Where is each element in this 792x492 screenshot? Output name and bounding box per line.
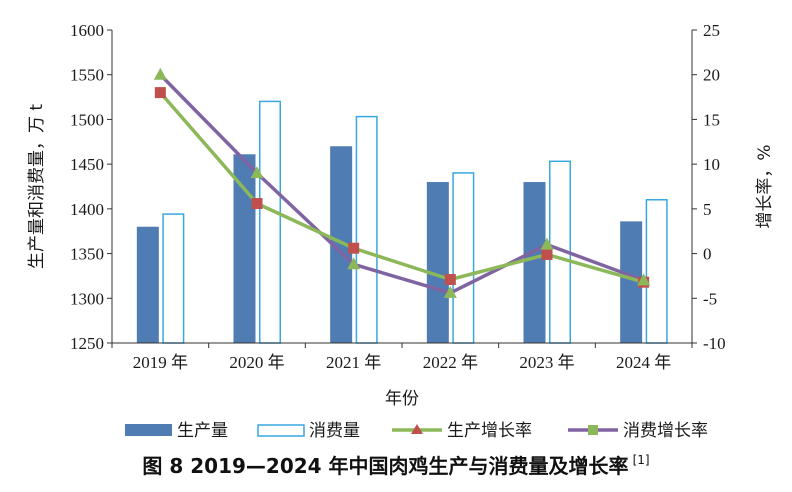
marker-production-growth-3 [348, 242, 360, 254]
y-axis-title-right: 增长率，% [755, 144, 775, 228]
bar-consumption-2 [259, 100, 281, 344]
y-tick-label-left-6: 1500 [70, 110, 104, 129]
bar-consumption-4 [452, 172, 475, 344]
marker-consumption-growth-1 [153, 67, 167, 80]
marker-production-growth-5 [541, 248, 553, 260]
y-tick-label-right-4: 5 [703, 200, 712, 219]
x-tick-label-6: 2024 年 [616, 353, 671, 372]
y-tick-label-left-1: 1250 [70, 334, 104, 353]
y-tick-label-left-8: 1600 [70, 21, 104, 40]
y-tick-label-left-4: 1400 [70, 200, 104, 219]
y-tick-label-right-7: 20 [703, 66, 720, 85]
bar-production-5 [523, 182, 546, 343]
marker-consumption-growth-2 [250, 166, 264, 179]
legend-label-consumption: 消费量 [309, 421, 360, 441]
caption-text: 图 8 2019—2024 年中国肉鸡生产与消费量及增长率 [142, 454, 629, 478]
chart: 1250 1300 1350 1400 1450 1500 1550 1600 -10 -5 0 5 1… [27, 21, 775, 441]
bar-production-2 [233, 154, 256, 343]
marker-consumption-growth-6 [637, 273, 651, 286]
legend-swatch-consumption [257, 424, 305, 437]
bar-consumption-6 [645, 199, 668, 344]
x-tick-label-2: 2020 年 [229, 353, 284, 372]
marker-consumption-growth-3 [347, 257, 361, 270]
bar-production-4 [426, 182, 449, 343]
marker-production-growth-4 [444, 274, 456, 286]
bar-production-1 [136, 226, 159, 343]
y-tick-label-right-8: 25 [703, 21, 720, 40]
legend-swatch-production [125, 424, 172, 436]
legend-label-production-growth: 生产增长率 [447, 421, 532, 441]
marker-production-growth-2 [251, 197, 263, 209]
marker-consumption-growth-5 [540, 237, 554, 250]
x-tick-label-5: 2023 年 [519, 353, 574, 372]
bar-production-6 [620, 221, 643, 343]
line-consumption-growth [159, 73, 645, 295]
y-tick-label-left-5: 1450 [70, 155, 104, 174]
x-tick-label-1: 2019 年 [133, 353, 188, 372]
y-tick-label-left-3: 1350 [70, 245, 104, 264]
legend: 生产量 消费量 生产增长率 消费增长率 [125, 421, 708, 441]
y-tick-label-right-1: -10 [703, 334, 726, 353]
x-tick-label-3: 2021 年 [326, 353, 381, 372]
line-production-growth [159, 91, 645, 284]
y-axis-title-left: 生产量和消费量，万 t [27, 104, 47, 269]
axes-layer: 1250 1300 1350 1400 1450 1500 1550 1600 -10 -5 0 5 1… [27, 21, 775, 409]
x-axis-title: 年份 [385, 389, 419, 409]
y-tick-label-right-3: 0 [703, 245, 712, 264]
figure-caption: 图 8 2019—2024 年中国肉鸡生产与消费量及增长率 [1] [0, 450, 792, 479]
legend-label-consumption-growth: 消费增长率 [623, 421, 708, 441]
y-tick-label-right-2: -5 [703, 289, 717, 308]
bar-consumption-1 [162, 213, 185, 344]
legend-marker-consumption-growth [588, 425, 598, 435]
bar-consumption-3 [355, 115, 378, 344]
bars-layer [136, 100, 668, 344]
marker-consumption-growth-4 [443, 285, 457, 298]
caption-reference: [1] [632, 453, 650, 467]
lines-layer [153, 67, 651, 298]
marker-production-growth-1 [154, 87, 166, 99]
y-tick-label-left-7: 1550 [70, 66, 104, 85]
y-tick-label-left-2: 1300 [70, 289, 104, 308]
bar-production-3 [330, 146, 353, 343]
legend-marker-production-growth [411, 424, 423, 434]
legend-label-production: 生产量 [177, 421, 228, 441]
y-tick-label-right-6: 15 [703, 110, 720, 129]
x-tick-label-4: 2022 年 [423, 353, 478, 372]
y-tick-label-right-5: 10 [703, 155, 720, 174]
